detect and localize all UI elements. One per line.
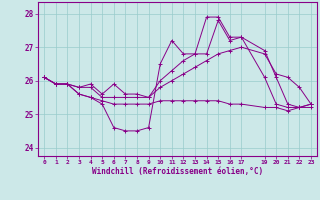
X-axis label: Windchill (Refroidissement éolien,°C): Windchill (Refroidissement éolien,°C) [92,167,263,176]
